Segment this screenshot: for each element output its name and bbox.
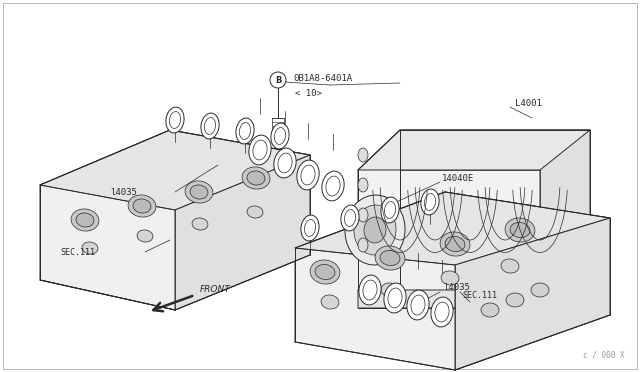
Ellipse shape: [76, 213, 94, 227]
Text: SEC.111: SEC.111: [60, 247, 95, 257]
Ellipse shape: [201, 113, 219, 139]
Ellipse shape: [506, 293, 524, 307]
Ellipse shape: [185, 181, 213, 203]
Text: 0B1A8-6401A: 0B1A8-6401A: [293, 74, 352, 83]
Polygon shape: [175, 155, 310, 310]
Ellipse shape: [192, 218, 208, 230]
Ellipse shape: [315, 264, 335, 279]
Text: l4035: l4035: [443, 283, 470, 292]
Text: FRONT: FRONT: [200, 285, 231, 295]
Polygon shape: [358, 130, 590, 295]
Ellipse shape: [364, 217, 386, 243]
Ellipse shape: [247, 171, 265, 185]
Ellipse shape: [310, 260, 340, 284]
Text: B: B: [275, 76, 281, 84]
Ellipse shape: [358, 238, 368, 252]
Ellipse shape: [505, 218, 535, 242]
Ellipse shape: [531, 283, 549, 297]
Polygon shape: [40, 130, 310, 310]
Ellipse shape: [441, 271, 459, 285]
Ellipse shape: [481, 303, 499, 317]
Ellipse shape: [190, 185, 208, 199]
Ellipse shape: [375, 246, 405, 270]
Ellipse shape: [358, 208, 368, 222]
Text: < 10>: < 10>: [295, 89, 322, 97]
Ellipse shape: [271, 123, 289, 149]
Polygon shape: [455, 218, 610, 370]
Polygon shape: [358, 255, 590, 308]
Ellipse shape: [128, 195, 156, 217]
Ellipse shape: [440, 232, 470, 256]
Ellipse shape: [137, 230, 153, 242]
Ellipse shape: [445, 237, 465, 251]
Ellipse shape: [270, 72, 286, 88]
Text: 14040E: 14040E: [442, 173, 474, 183]
Ellipse shape: [354, 205, 396, 255]
Ellipse shape: [82, 242, 98, 254]
Ellipse shape: [380, 250, 400, 266]
Text: SEC.111: SEC.111: [462, 292, 497, 301]
Ellipse shape: [71, 209, 99, 231]
Ellipse shape: [236, 118, 254, 144]
Polygon shape: [295, 192, 610, 370]
Ellipse shape: [407, 290, 429, 320]
Polygon shape: [295, 192, 610, 265]
Ellipse shape: [166, 107, 184, 133]
Polygon shape: [540, 130, 590, 295]
Ellipse shape: [247, 206, 263, 218]
Ellipse shape: [431, 297, 453, 327]
Ellipse shape: [501, 259, 519, 273]
Polygon shape: [40, 130, 310, 210]
Ellipse shape: [321, 295, 339, 309]
Ellipse shape: [133, 199, 151, 213]
Ellipse shape: [249, 135, 271, 165]
Ellipse shape: [274, 148, 296, 178]
Ellipse shape: [297, 160, 319, 190]
Text: c / 000 X: c / 000 X: [584, 351, 625, 360]
Ellipse shape: [322, 171, 344, 201]
Text: l4035: l4035: [110, 187, 137, 196]
Ellipse shape: [510, 222, 530, 238]
Ellipse shape: [341, 205, 359, 231]
Polygon shape: [358, 130, 590, 170]
Ellipse shape: [242, 167, 270, 189]
Ellipse shape: [358, 148, 368, 162]
Ellipse shape: [381, 283, 399, 297]
Ellipse shape: [358, 178, 368, 192]
Ellipse shape: [381, 197, 399, 223]
Ellipse shape: [301, 215, 319, 241]
Ellipse shape: [359, 275, 381, 305]
Ellipse shape: [384, 283, 406, 313]
Ellipse shape: [421, 189, 439, 215]
Ellipse shape: [345, 195, 405, 265]
Text: L4001: L4001: [515, 99, 542, 108]
